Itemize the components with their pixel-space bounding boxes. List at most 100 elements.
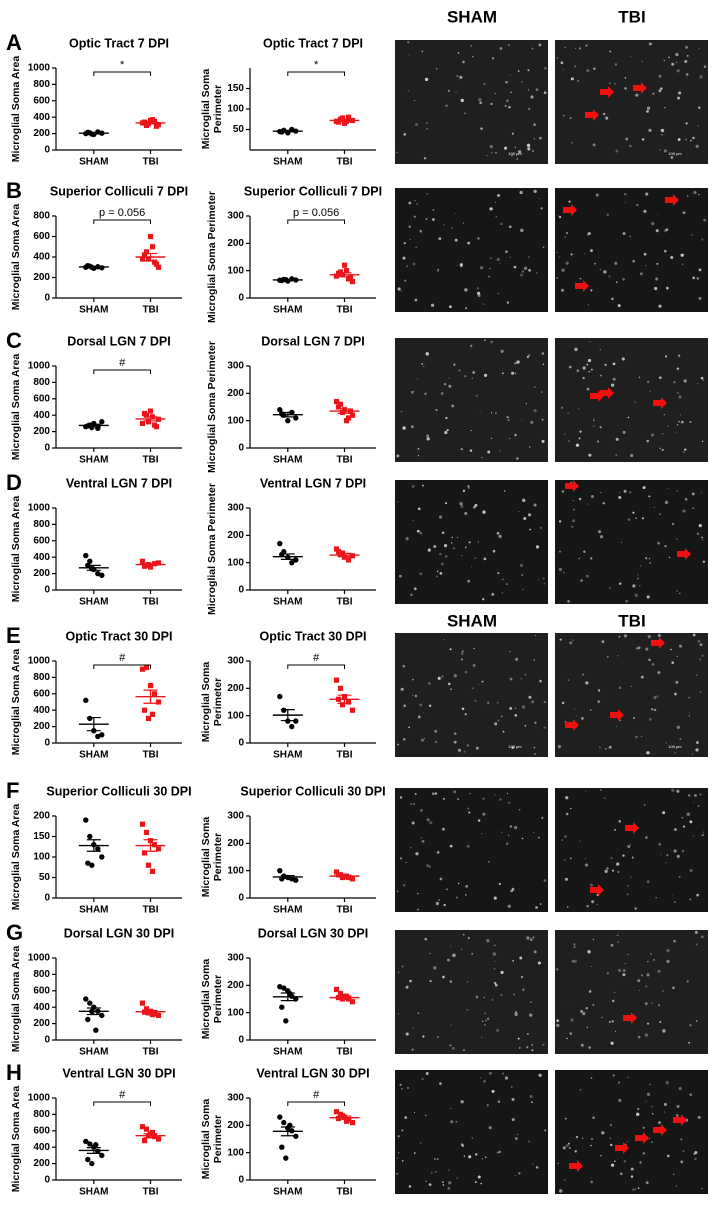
micrograph	[395, 788, 548, 912]
cell-speck	[416, 529, 420, 533]
cell-speck	[503, 490, 506, 492]
cell-speck	[561, 490, 565, 493]
cell-speck	[619, 719, 622, 722]
image-header: TBI	[618, 7, 645, 26]
cell-speck	[533, 950, 537, 954]
cell-speck	[411, 821, 415, 825]
tbi-point	[149, 117, 156, 123]
cell-speck	[559, 638, 562, 641]
cell-speck	[399, 1083, 402, 1087]
cell-speck	[568, 1146, 571, 1150]
cell-speck	[486, 1017, 490, 1020]
cell-speck	[510, 154, 514, 157]
y-tick-label: 100	[227, 265, 244, 276]
cell-speck	[511, 887, 514, 890]
cell-speck	[674, 692, 677, 696]
y-axis-label: Microglial Soma Area	[10, 204, 22, 311]
cell-speck	[493, 967, 496, 970]
cell-speck	[586, 69, 590, 73]
cell-speck	[481, 456, 483, 459]
micrograph	[555, 633, 708, 757]
tbi-point	[333, 677, 340, 683]
micrograph	[395, 188, 548, 312]
y-tick-label: 50	[39, 872, 51, 883]
cell-speck	[563, 859, 566, 861]
cell-speck	[618, 635, 621, 638]
cell-speck	[501, 715, 503, 718]
cell-speck	[412, 1027, 414, 1029]
cell-speck	[664, 249, 667, 253]
y-tick-label: 400	[33, 705, 50, 716]
sham-point	[293, 718, 299, 724]
cell-speck	[410, 846, 412, 849]
cell-speck	[641, 517, 645, 520]
cell-speck	[654, 286, 658, 291]
cell-speck	[571, 525, 574, 528]
cell-speck	[657, 541, 660, 545]
cell-speck	[649, 390, 652, 393]
cell-speck	[506, 99, 509, 103]
cell-speck	[645, 1100, 647, 1103]
cell-speck	[466, 980, 469, 983]
cell-speck	[592, 1003, 595, 1006]
cell-speck	[642, 1152, 646, 1155]
cell-speck	[419, 703, 423, 707]
y-tick-label: 200	[227, 388, 244, 399]
cell-speck	[413, 1152, 416, 1154]
cell-speck	[615, 454, 618, 456]
cell-speck	[477, 819, 481, 822]
cell-speck	[679, 414, 682, 416]
cell-speck	[663, 59, 665, 62]
cell-speck	[509, 825, 513, 828]
cell-speck	[497, 572, 500, 575]
y-tick-label: 200	[227, 980, 244, 991]
cell-speck	[425, 218, 428, 221]
cell-speck	[490, 102, 493, 106]
cell-speck	[636, 1112, 640, 1117]
sham-point	[99, 854, 105, 860]
cell-speck	[658, 1121, 661, 1124]
cell-speck	[663, 1111, 665, 1113]
cell-speck	[464, 713, 467, 716]
cell-speck	[533, 123, 536, 126]
cell-speck	[475, 394, 478, 397]
chart-title: Superior Colliculi 7 DPI	[50, 184, 188, 198]
cell-speck	[414, 298, 418, 302]
cell-speck	[683, 379, 687, 383]
y-tick-label: 0	[44, 585, 50, 596]
cell-speck	[513, 993, 515, 996]
cell-speck	[592, 938, 594, 941]
sham-point	[279, 1144, 285, 1150]
tbi-point	[143, 1126, 150, 1132]
sem-bar	[86, 423, 101, 428]
cell-speck	[574, 65, 577, 68]
tbi-point	[155, 1012, 162, 1018]
cell-speck	[481, 1036, 483, 1039]
cell-speck	[497, 1100, 501, 1103]
cell-speck	[598, 530, 602, 534]
cell-speck	[441, 675, 444, 678]
cell-speck	[661, 989, 664, 992]
panel-letter: D	[6, 470, 22, 495]
sham-point	[277, 540, 283, 547]
y-tick-label: 300	[227, 656, 244, 667]
significance-bracket	[93, 664, 151, 669]
y-tick-label: 200	[33, 426, 50, 437]
y-tick-label: 1000	[28, 1093, 51, 1104]
cell-speck	[405, 265, 408, 268]
cell-speck	[500, 349, 504, 353]
cell-speck	[660, 128, 665, 133]
cell-speck	[421, 1077, 424, 1081]
cell-speck	[464, 288, 468, 292]
sem-bar	[143, 1009, 158, 1014]
cell-speck	[540, 391, 543, 394]
cell-speck	[419, 229, 423, 233]
cell-speck	[449, 305, 452, 309]
y-tick-label: 0	[44, 738, 50, 749]
cell-speck	[643, 252, 647, 256]
cell-speck	[544, 1129, 547, 1132]
cell-speck	[509, 706, 513, 710]
cell-speck	[535, 545, 540, 549]
cell-speck	[429, 821, 433, 825]
cell-speck	[678, 875, 681, 878]
